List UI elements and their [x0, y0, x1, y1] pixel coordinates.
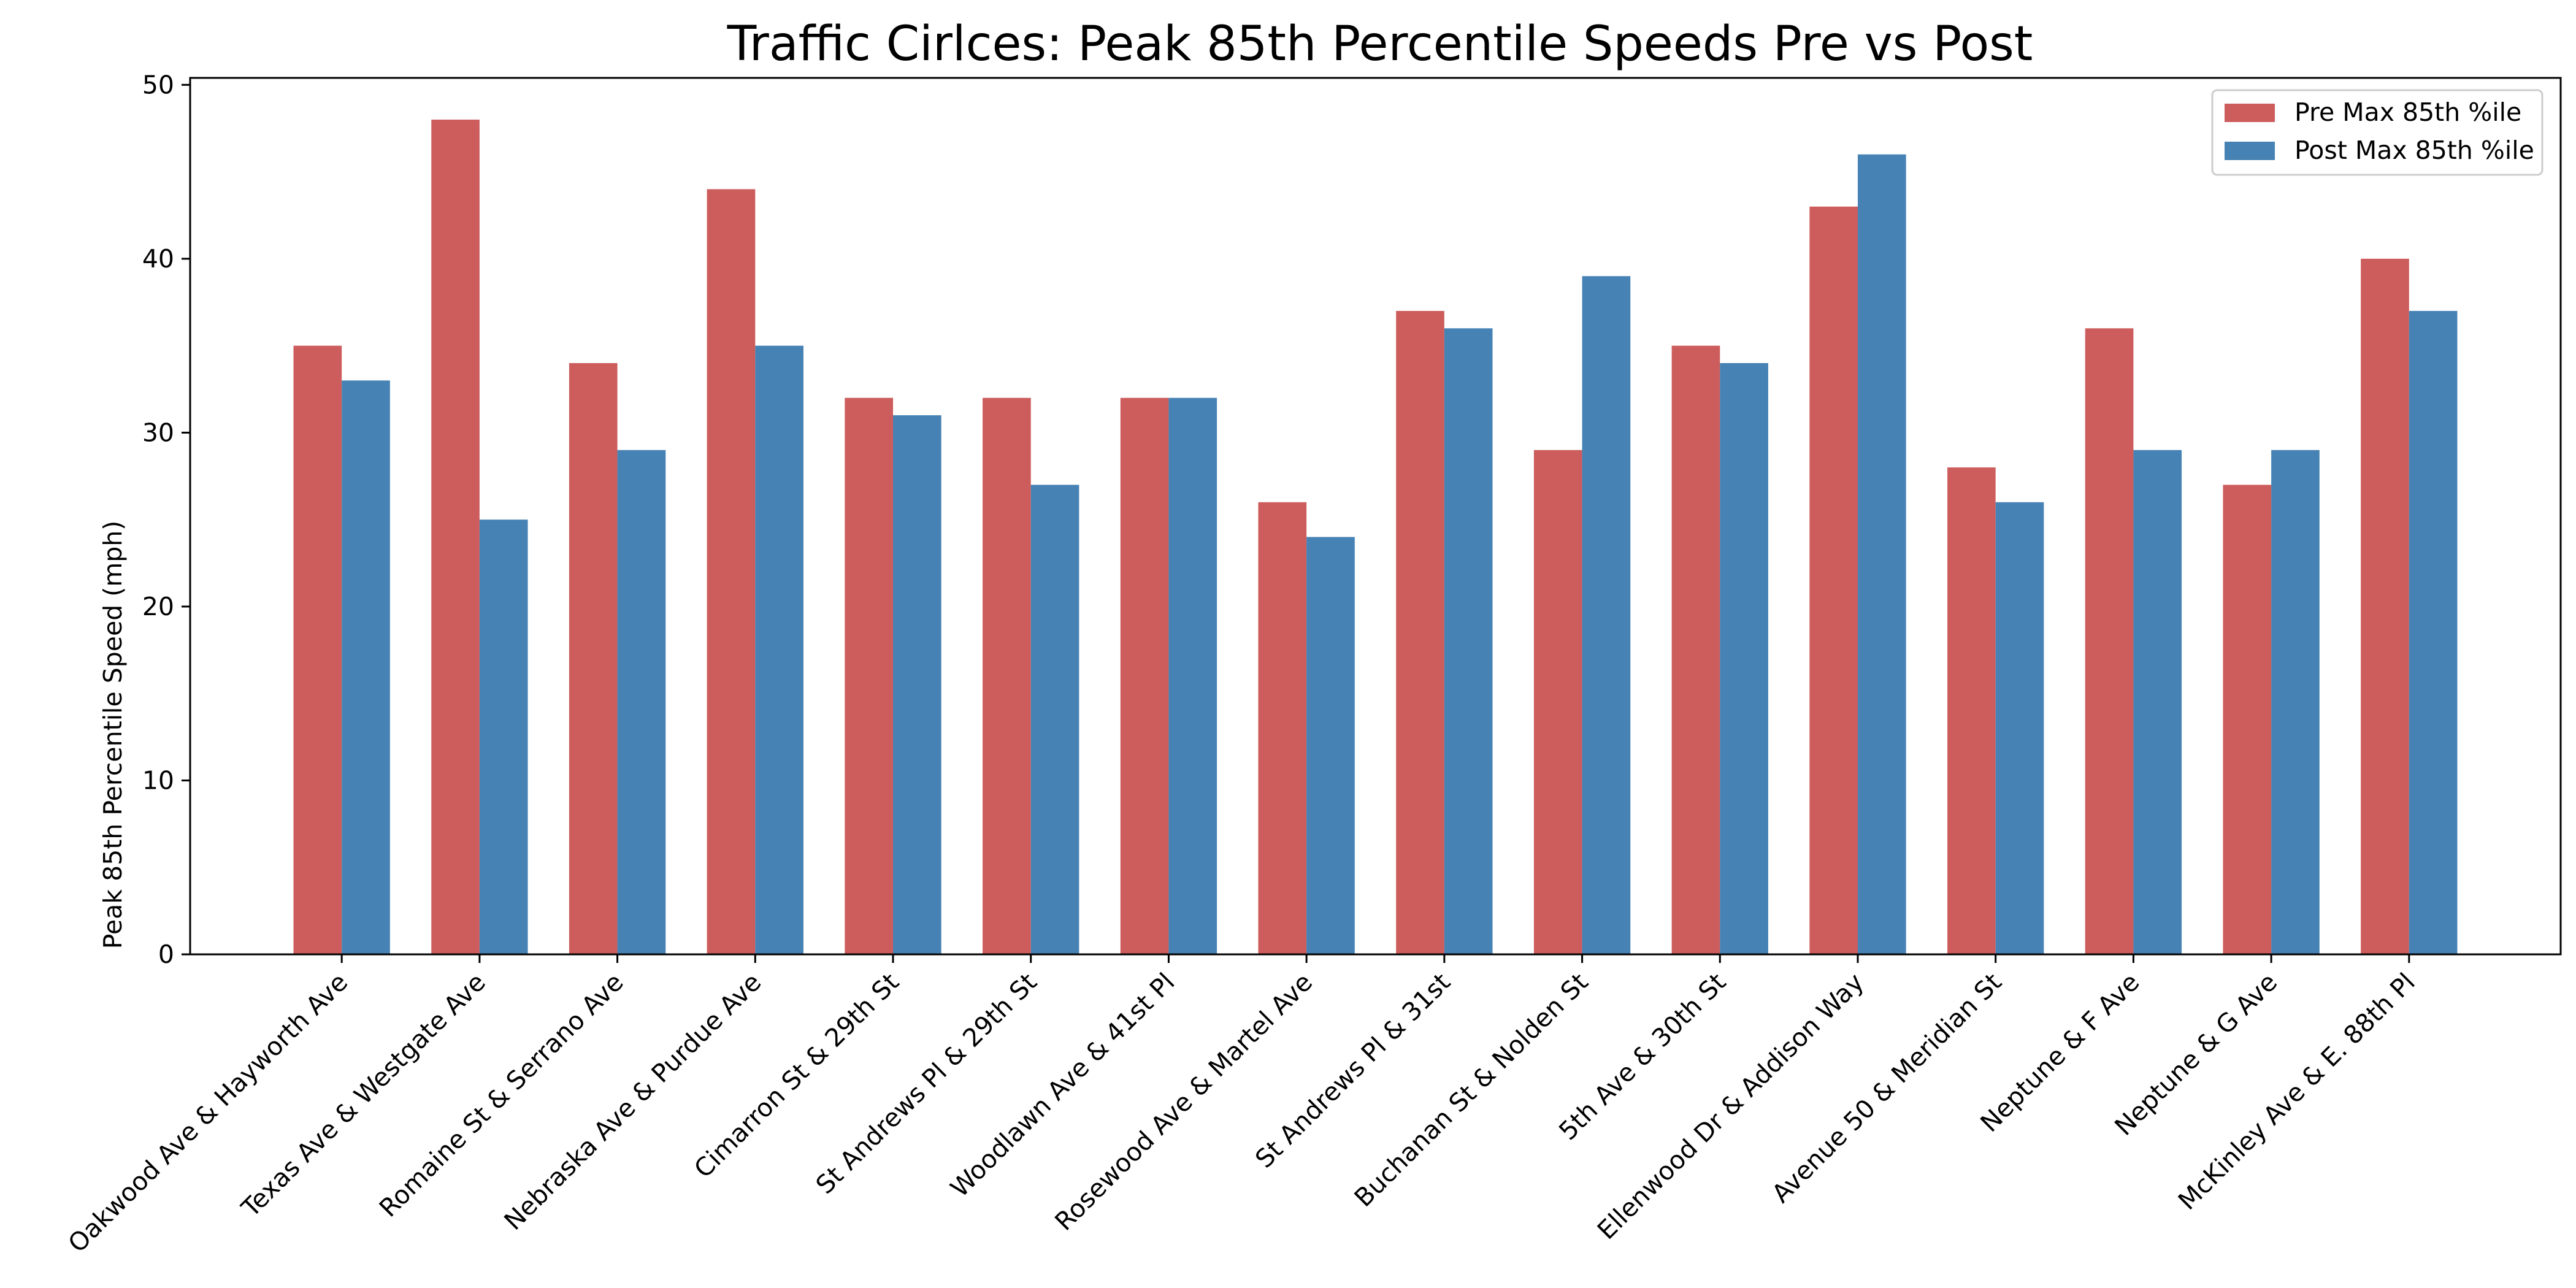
y-tick-label: 30 — [142, 418, 174, 447]
legend: Pre Max 85th %ile Post Max 85th %ile — [2211, 89, 2543, 176]
y-tick-label: 40 — [142, 244, 174, 274]
y-axis-label: Peak 85th Percentile Speed (mph) — [98, 521, 128, 949]
bar-pre — [1533, 450, 1582, 954]
axes-frame — [189, 77, 2562, 956]
bar-pre — [431, 120, 480, 954]
bar-pre — [2085, 328, 2134, 954]
bar-pre — [1396, 310, 1444, 955]
bar-post — [1030, 485, 1079, 954]
bar-post — [1857, 154, 1906, 954]
bar-pre — [1809, 206, 1858, 954]
bar-post — [1444, 328, 1493, 954]
bar-post — [1582, 276, 1631, 955]
bar-pre — [2223, 485, 2272, 954]
bar-pre — [707, 189, 756, 955]
bar-pre — [1947, 467, 1996, 954]
bar-post — [1168, 397, 1217, 954]
bar-post — [1720, 362, 1768, 954]
bar-post — [755, 345, 803, 954]
legend-swatch-post — [2225, 142, 2275, 160]
bar-pre — [293, 345, 342, 954]
bar-post — [617, 450, 666, 954]
bar-post — [479, 519, 528, 954]
bar-post — [342, 380, 390, 954]
bar-post — [2409, 310, 2458, 955]
bar-pre — [983, 397, 1031, 954]
y-tick-label: 0 — [158, 940, 174, 969]
legend-label-post: Post Max 85th %ile — [2294, 136, 2534, 165]
bar-pre — [2361, 258, 2409, 954]
y-tick-label: 50 — [142, 70, 174, 99]
y-tick-label: 10 — [142, 765, 174, 795]
legend-box — [2211, 89, 2543, 176]
bar-post — [2271, 450, 2320, 954]
bar-pre — [1671, 345, 1720, 954]
bar-pre — [845, 397, 894, 954]
bar-post — [1306, 537, 1355, 954]
bar-pre — [569, 362, 618, 954]
bar-post — [2133, 450, 2182, 954]
bar-post — [893, 415, 941, 954]
chart-title: Traffic Cirlces: Peak 85th Percentile Sp… — [727, 17, 2033, 72]
y-tick-label: 20 — [142, 592, 174, 621]
bar-pre — [1120, 397, 1169, 954]
legend-swatch-pre — [2225, 104, 2275, 122]
bar-post — [1995, 502, 2044, 954]
bar-pre — [1258, 502, 1307, 954]
legend-label-pre: Pre Max 85th %ile — [2294, 98, 2521, 127]
